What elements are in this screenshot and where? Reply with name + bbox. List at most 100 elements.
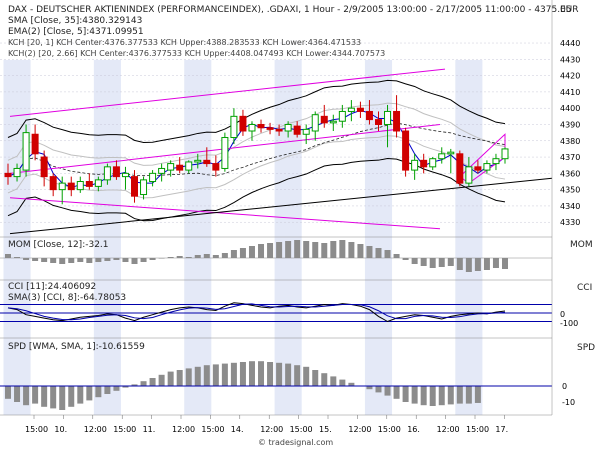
candle-body	[393, 110, 401, 132]
candle-body	[203, 159, 211, 165]
spd-bar	[429, 386, 436, 406]
candle-body	[492, 158, 500, 165]
x-tick-label: 15.	[319, 425, 332, 434]
kch2-upper	[7, 79, 506, 144]
spd-bar	[122, 386, 129, 388]
spd-bar	[393, 386, 400, 399]
x-tick-label: 10.	[54, 425, 67, 434]
spd-label: SPD	[577, 343, 595, 353]
candle-body	[58, 182, 66, 191]
spd-bar	[239, 362, 246, 386]
mom-bar	[194, 255, 201, 258]
kch1-lower	[7, 135, 506, 199]
mom-bar	[492, 258, 499, 268]
mom-bar	[185, 257, 192, 258]
mom-bar	[312, 242, 319, 258]
mom-bar	[23, 258, 30, 260]
candle-body	[411, 159, 419, 171]
mom-bar	[474, 258, 481, 271]
mom-bar	[393, 254, 400, 258]
mom-bar	[5, 254, 11, 258]
mom-bar	[294, 240, 301, 258]
spd-bar	[59, 386, 66, 410]
candle-body	[266, 127, 274, 130]
sma-line	[7, 122, 506, 177]
cci-legend1: CCI [11]:24.406092	[8, 282, 96, 292]
spd-bar	[32, 386, 39, 404]
session-shading	[3, 60, 483, 415]
candle-body	[212, 163, 220, 171]
mom-bar	[384, 250, 391, 258]
mom-bar	[483, 258, 490, 270]
mom-bar	[267, 243, 274, 258]
mom-bar	[167, 257, 174, 258]
candle-body	[384, 110, 392, 125]
mom-bar	[285, 241, 292, 258]
candle-body	[67, 182, 75, 191]
mom-bar	[41, 258, 48, 262]
mom-bar	[239, 248, 246, 258]
spd-bar	[339, 379, 346, 386]
candle-body	[438, 153, 446, 160]
kch2-lower	[7, 158, 506, 222]
spd-bar	[321, 373, 328, 386]
candle-body	[311, 114, 319, 132]
legend-block: DAX - DEUTSCHER AKTIENINDEX (PERFORMANCE…	[8, 5, 579, 58]
spd-bar	[176, 370, 183, 386]
price-axis: 4330 4340 4350 4360 4370 4380 4390 4400 4410 4420…	[560, 39, 580, 227]
mom-bar	[366, 246, 373, 258]
candle-body	[230, 115, 238, 139]
x-tick-label: 15:00	[201, 425, 224, 434]
spd-bar	[50, 386, 57, 409]
x-tick-label: 12:00	[172, 425, 195, 434]
session-shade-0	[3, 60, 31, 415]
spd-bar	[140, 381, 147, 386]
x-tick-label: 15:00	[290, 425, 313, 434]
spd-bar	[402, 386, 409, 402]
spd-bar	[438, 386, 445, 406]
mom-bar	[456, 258, 463, 270]
mom-bar	[330, 241, 337, 258]
cci-tick-0: 0	[560, 310, 565, 319]
spd-tick-m10: -10	[562, 398, 575, 407]
trendline-upper	[9, 68, 446, 117]
mom-bar	[429, 258, 436, 268]
mom-bar	[411, 258, 418, 264]
spd-bar	[474, 386, 481, 403]
candle-body	[402, 130, 410, 171]
mom-histogram	[0, 240, 552, 272]
spd-bar	[348, 382, 355, 386]
mom-bar	[32, 258, 39, 261]
mom-bar	[50, 258, 57, 263]
candle-body	[338, 110, 346, 122]
mom-bar	[104, 258, 111, 261]
candle-body	[22, 132, 30, 171]
legend-sma: SMA [Close, 35]:4380.329143	[8, 16, 142, 26]
y-tick-label: 4360	[560, 169, 580, 178]
spd-bar	[303, 366, 310, 386]
support-line	[9, 177, 553, 235]
spd-bar	[384, 386, 391, 396]
currency-label: EUR	[560, 5, 579, 15]
mom-bar	[122, 258, 129, 262]
mom-label: MOM	[570, 240, 593, 250]
y-tick-label: 4420	[560, 72, 580, 81]
candle-body	[329, 120, 337, 124]
y-tick-label: 4370	[560, 153, 580, 162]
spd-bar	[267, 362, 274, 386]
mom-bar	[402, 258, 409, 260]
x-tick-label: 12:00	[260, 425, 283, 434]
candle-body	[447, 151, 455, 155]
candle-body	[347, 107, 355, 112]
mom-bar	[113, 258, 120, 260]
spd-bar	[411, 386, 418, 404]
candle-body	[31, 133, 39, 155]
cci-lines	[0, 302, 552, 323]
y-tick-label: 4400	[560, 104, 580, 113]
legend-kch1: KCH [20, 1] KCH Center:4376.377533 KCH U…	[8, 38, 361, 47]
mom-bar	[339, 240, 346, 258]
candle-body	[429, 158, 437, 168]
candle-body	[239, 115, 247, 132]
candle-body	[420, 159, 428, 168]
